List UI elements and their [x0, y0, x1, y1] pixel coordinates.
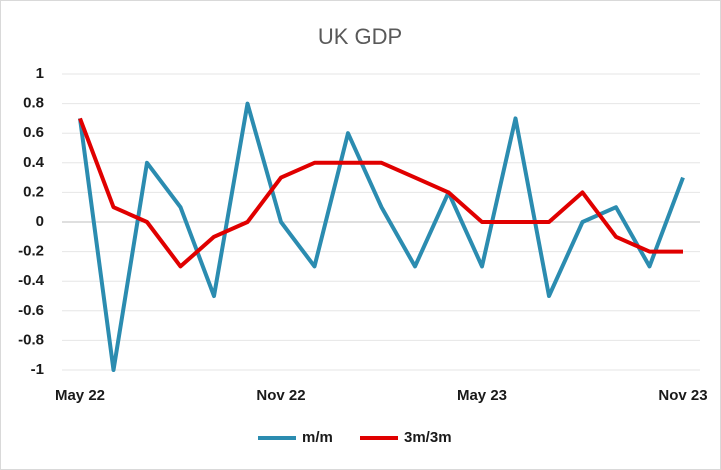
y-tick-label: 0.4: [23, 154, 45, 171]
line-series: [78, 117, 683, 269]
y-tick-label: -1: [31, 361, 44, 378]
x-tick-label: Nov 23: [658, 387, 707, 404]
y-tick-label: 1: [36, 65, 44, 82]
y-tick-label: 0.8: [23, 95, 44, 112]
x-tick-label: Nov 22: [256, 387, 305, 404]
y-tick-label: -0.2: [18, 243, 44, 260]
x-tick-label: May 22: [55, 387, 105, 404]
y-tick-label: 0: [36, 213, 44, 230]
y-tick-label: -0.6: [18, 302, 44, 319]
line-series: [78, 101, 685, 372]
legend-label: m/m: [302, 429, 333, 446]
y-tick-label: 0.2: [23, 183, 44, 200]
y-tick-label: -0.4: [18, 272, 45, 289]
chart-title: UK GDP: [318, 24, 402, 49]
y-tick-label: 0.6: [23, 124, 44, 141]
x-tick-label: May 23: [457, 387, 507, 404]
legend-label: 3m/3m: [404, 429, 452, 446]
y-tick-label: -0.8: [18, 331, 44, 348]
